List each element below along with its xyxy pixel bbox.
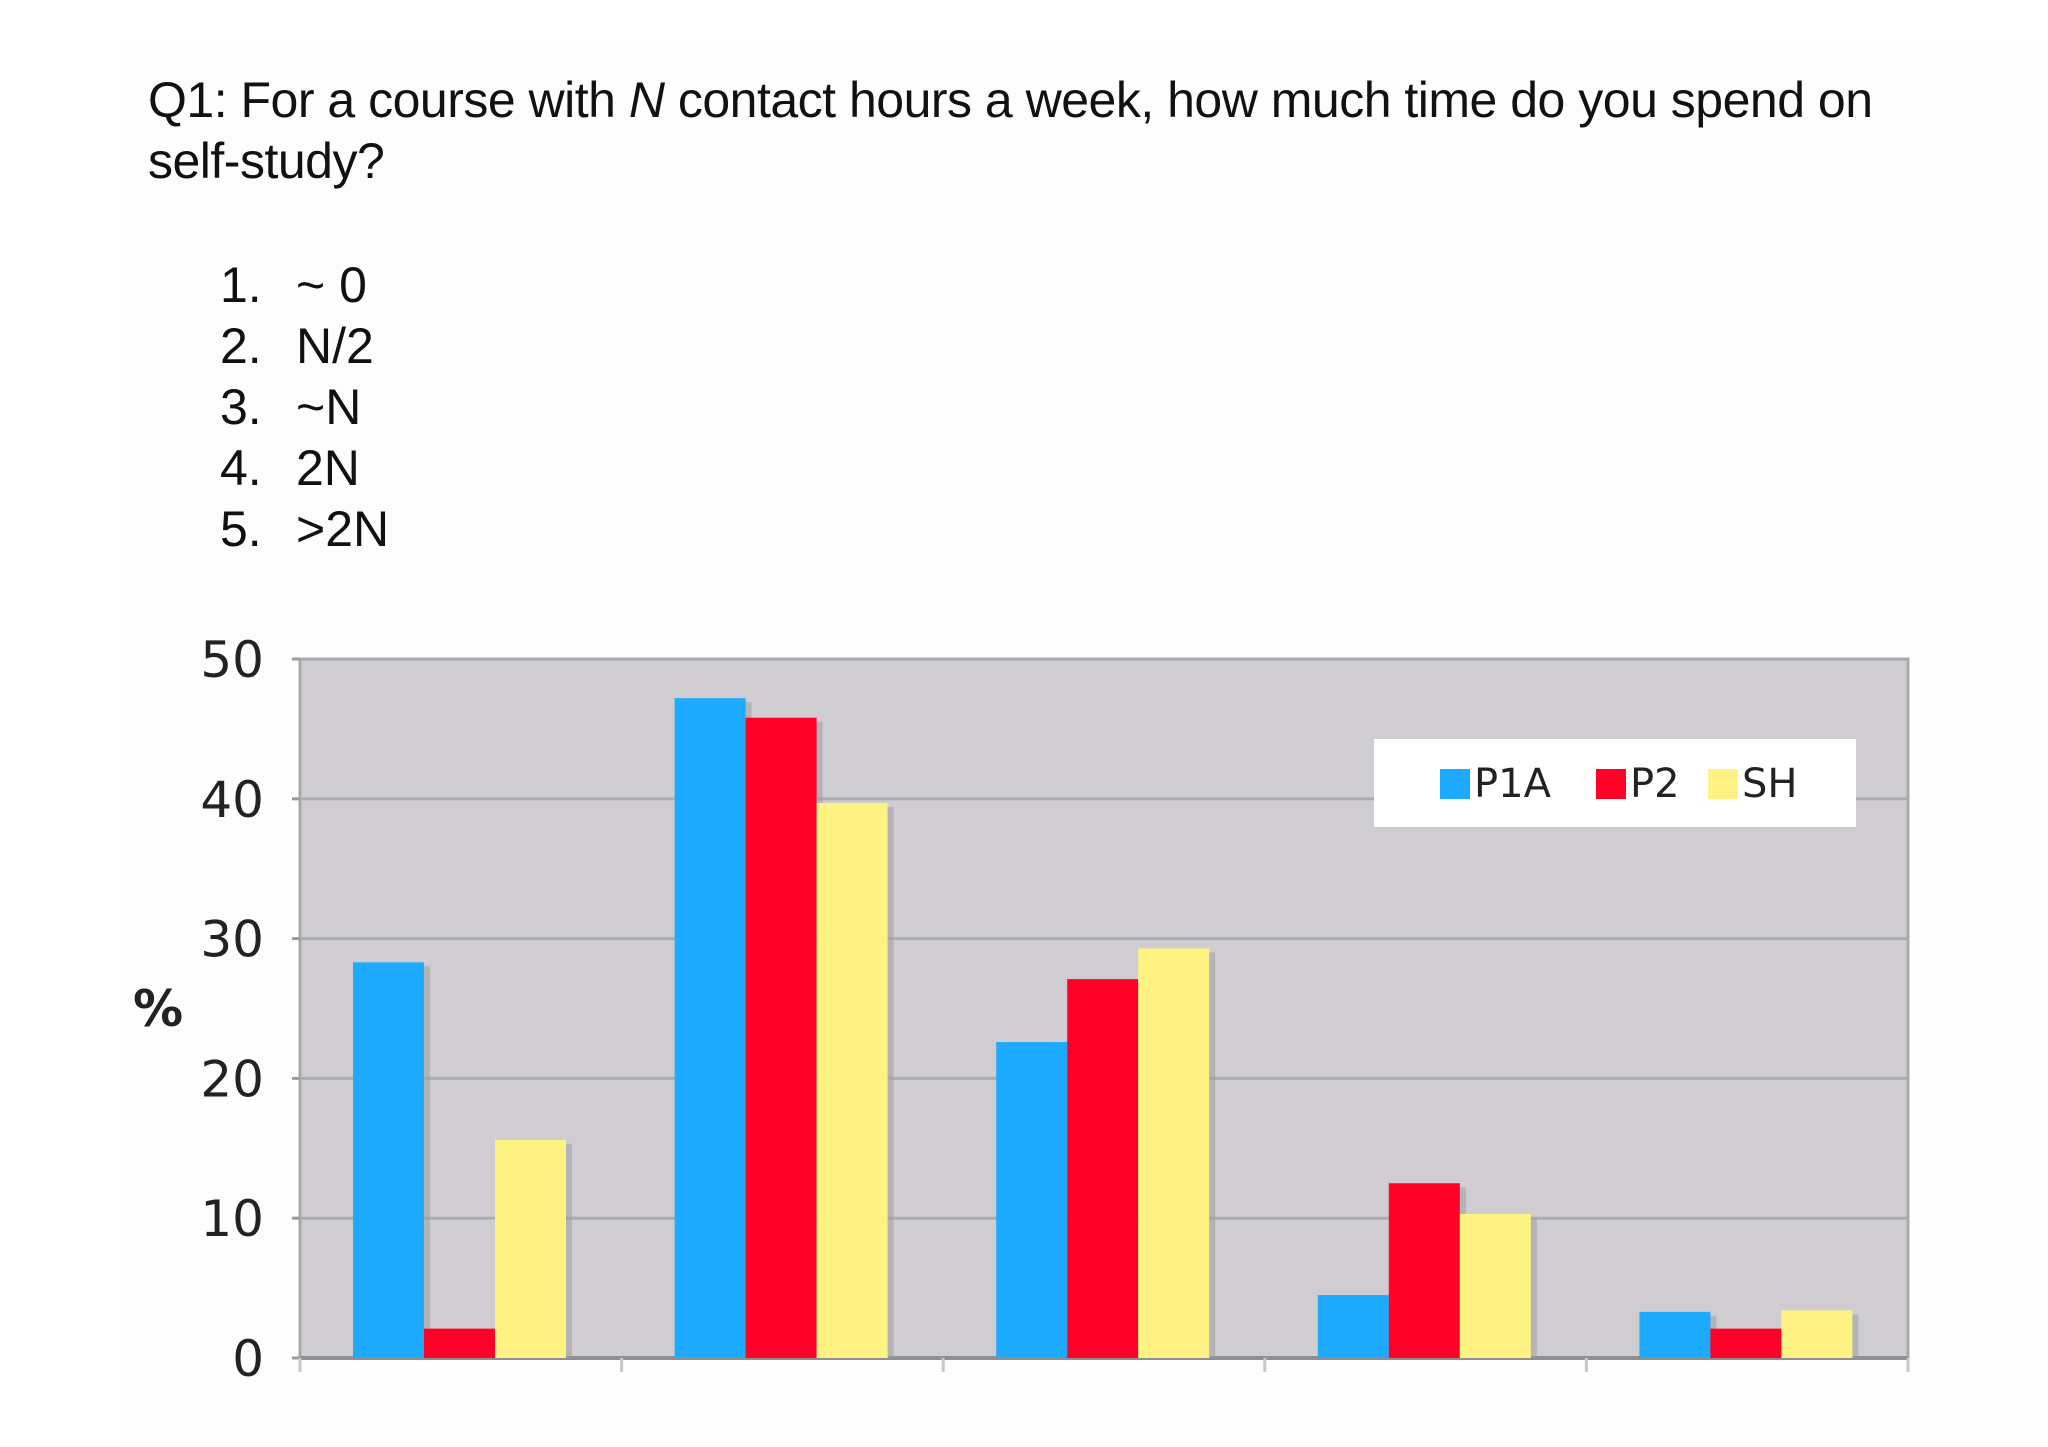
legend-swatch-p2 (1596, 769, 1626, 799)
y-tick-label: 50 (200, 631, 264, 689)
option-text: ~N (296, 379, 362, 435)
bar-p1a (1317, 1295, 1389, 1358)
question-prefix: Q1: For a course with (148, 72, 629, 128)
bar-p1a (353, 962, 424, 1358)
y-tick-label: 0 (232, 1330, 264, 1388)
question-italic-n: N (628, 72, 665, 128)
bar-sh (1138, 948, 1210, 1358)
bar-sh (816, 802, 888, 1358)
bar-p2 (1067, 979, 1139, 1358)
answer-options-list: 1. ~ 0 2. N/2 3. ~N 4. 2N 5. >2N (220, 255, 389, 560)
option-text: 2N (296, 440, 360, 496)
y-tick-label: 20 (200, 1050, 264, 1108)
y-tick-label: 40 (200, 771, 264, 829)
bar-sh (1459, 1214, 1531, 1358)
option-text: >2N (296, 501, 390, 557)
bar-p1a (1639, 1311, 1711, 1358)
option-text: ~ 0 (296, 257, 367, 313)
answer-option: 3. ~N (220, 377, 389, 438)
option-number: 5. (220, 501, 262, 557)
bar-sh (495, 1139, 566, 1358)
bar-p2 (1710, 1328, 1782, 1358)
bar-p2 (1388, 1183, 1460, 1358)
answer-option: 5. >2N (220, 499, 389, 560)
legend-label-p1a: P1A (1474, 761, 1552, 807)
answer-option: 4. 2N (220, 438, 389, 499)
y-axis-label: % (133, 980, 183, 1038)
legend-swatch-sh (1708, 769, 1738, 799)
bar-p2 (424, 1328, 495, 1358)
y-tick-label: 30 (200, 911, 264, 969)
legend-label-sh: SH (1742, 761, 1797, 807)
option-number: 3. (220, 379, 262, 435)
y-tick-label: 10 (200, 1190, 264, 1248)
bar-sh (1781, 1310, 1853, 1358)
bar-p1a (996, 1042, 1068, 1358)
bar-p1a (674, 698, 746, 1358)
option-number: 4. (220, 440, 262, 496)
question-suffix: contact hours a week, how much time do y… (148, 72, 1873, 189)
answer-option: 1. ~ 0 (220, 255, 389, 316)
option-number: 1. (220, 257, 262, 313)
option-text: N/2 (296, 318, 374, 374)
option-number: 2. (220, 318, 262, 374)
answer-option: 2. N/2 (220, 316, 389, 377)
question-text: Q1: For a course with N contact hours a … (148, 70, 1948, 192)
legend-label-p2: P2 (1630, 761, 1680, 807)
legend-swatch-p1a (1440, 769, 1470, 799)
bar-p2 (745, 717, 817, 1358)
